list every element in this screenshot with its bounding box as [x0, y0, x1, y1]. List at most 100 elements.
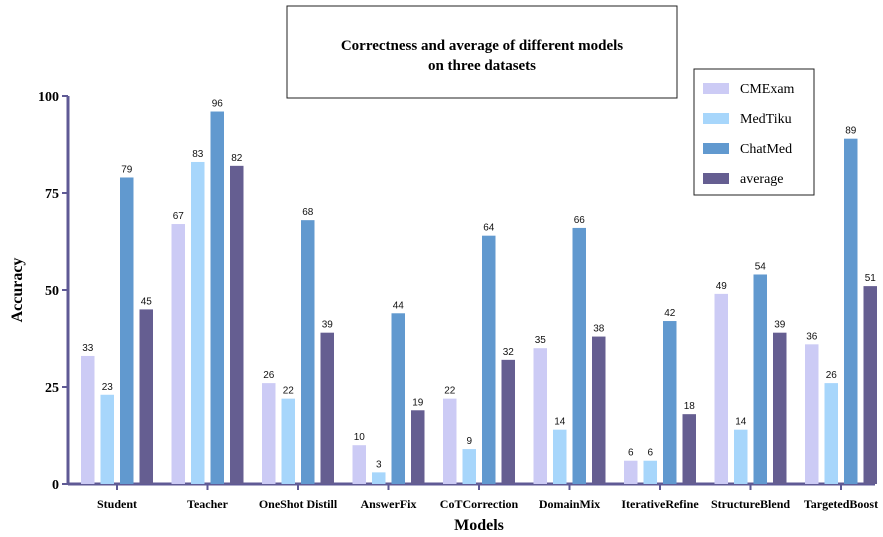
x-tick-label: DomainMix [539, 497, 600, 511]
legend-label: MedTiku [740, 112, 792, 127]
bar [773, 332, 787, 484]
bar [171, 224, 185, 485]
bars [81, 111, 877, 485]
bar-value-label: 39 [322, 320, 334, 331]
bar-value-label: 22 [444, 386, 456, 397]
x-tick-label: Student [97, 497, 137, 511]
bar [391, 313, 405, 484]
x-tick-label: IterativeRefine [621, 497, 699, 511]
bar-value-label: 42 [664, 308, 676, 319]
y-tick-label: 75 [45, 187, 59, 202]
title-box [286, 5, 678, 99]
bar [100, 394, 114, 484]
bar [372, 472, 386, 484]
bar [230, 165, 244, 484]
bar [281, 398, 295, 484]
bar [572, 227, 586, 485]
y-tick-label: 100 [38, 90, 59, 105]
chart-title-line-1: Correctness and average of different mod… [341, 38, 623, 54]
chart-title-line-2: on three datasets [428, 58, 536, 74]
x-tick-label: AnswerFix [361, 497, 417, 511]
x-tick-label: StructureBlend [711, 497, 790, 511]
x-axis-ticks: Student Teacher OneShot Distill AnswerFix Co… [97, 484, 878, 511]
bar [320, 332, 334, 484]
bar [592, 336, 606, 484]
bar-value-label: 9 [466, 436, 472, 447]
bar [462, 449, 476, 484]
bar-value-label: 10 [354, 432, 366, 443]
bar-value-label: 6 [647, 448, 653, 459]
legend-swatch [703, 143, 729, 154]
x-tick-label: Teacher [187, 497, 229, 511]
bar-value-label: 82 [231, 153, 243, 164]
bar-value-label: 89 [845, 126, 857, 137]
y-tick-label: 50 [45, 284, 59, 299]
y-tick-label: 25 [45, 381, 59, 396]
bar [411, 410, 425, 484]
bar-value-label: 6 [628, 448, 634, 459]
bar-value-label: 38 [593, 324, 605, 335]
y-axis-ticks: 0 25 50 75 100 [38, 90, 68, 493]
bar-value-label: 33 [82, 343, 94, 354]
bar-value-label: 35 [535, 335, 547, 346]
bar-value-label: 26 [263, 370, 275, 381]
bar-value-label: 83 [192, 149, 204, 160]
bar [81, 355, 95, 484]
bar-value-label: 49 [716, 281, 728, 292]
bar-value-label: 26 [826, 370, 838, 381]
bar-value-label: 64 [483, 223, 495, 234]
bar-value-label: 23 [102, 382, 114, 393]
bar-value-label: 3 [376, 459, 382, 470]
bar-value-label: 66 [574, 215, 586, 226]
bar [753, 274, 767, 484]
bar [824, 383, 838, 484]
bar-value-label: 67 [173, 211, 185, 222]
bar [734, 429, 748, 484]
bar [482, 235, 496, 484]
legend-label: ChatMed [740, 142, 792, 157]
legend: CMExam MedTiku ChatMed average [693, 68, 815, 196]
bar [120, 177, 134, 485]
bar [501, 359, 515, 484]
bar [139, 309, 153, 484]
bar-value-label: 44 [393, 300, 405, 311]
bar-value-label: 14 [735, 417, 747, 428]
bar-value-label: 32 [503, 347, 515, 358]
y-axis-label: Accuracy [9, 258, 26, 323]
bar [210, 111, 224, 485]
bar [624, 460, 638, 484]
legend-swatch [703, 83, 729, 94]
bar-value-label: 39 [774, 320, 786, 331]
bar [533, 348, 547, 484]
bar-value-label: 19 [412, 397, 424, 408]
x-tick-label: CoTCorrection [440, 497, 519, 511]
legend-swatch [703, 173, 729, 184]
bar [443, 398, 457, 484]
bar-value-label: 18 [684, 401, 696, 412]
bar [352, 445, 366, 484]
bar [262, 383, 276, 484]
bar [682, 414, 696, 484]
bar-value-label: 14 [554, 417, 566, 428]
bar [714, 293, 728, 484]
legend-label: average [740, 172, 784, 187]
bar-value-label: 54 [755, 261, 767, 272]
bar [863, 286, 877, 484]
bar [301, 220, 315, 484]
bar-value-label: 51 [865, 273, 877, 284]
bar-value-label: 45 [141, 296, 153, 307]
bar [643, 460, 657, 484]
bar-value-label: 22 [283, 386, 295, 397]
y-tick-label: 0 [52, 478, 59, 493]
bar-value-label: 96 [212, 99, 224, 110]
legend-label: CMExam [740, 82, 795, 97]
x-tick-label: OneShot Distill [259, 497, 338, 511]
bar-value-label: 79 [121, 164, 133, 175]
bar [191, 161, 205, 484]
legend-swatch [703, 113, 729, 124]
bar [553, 429, 567, 484]
bar-value-labels: 33 23 79 45 67 83 96 82 26 22 68 39 10 3 44 19 22 9 64 32 35… [82, 99, 876, 471]
x-tick-label: TargetedBoost [804, 497, 878, 511]
bar [844, 138, 858, 484]
